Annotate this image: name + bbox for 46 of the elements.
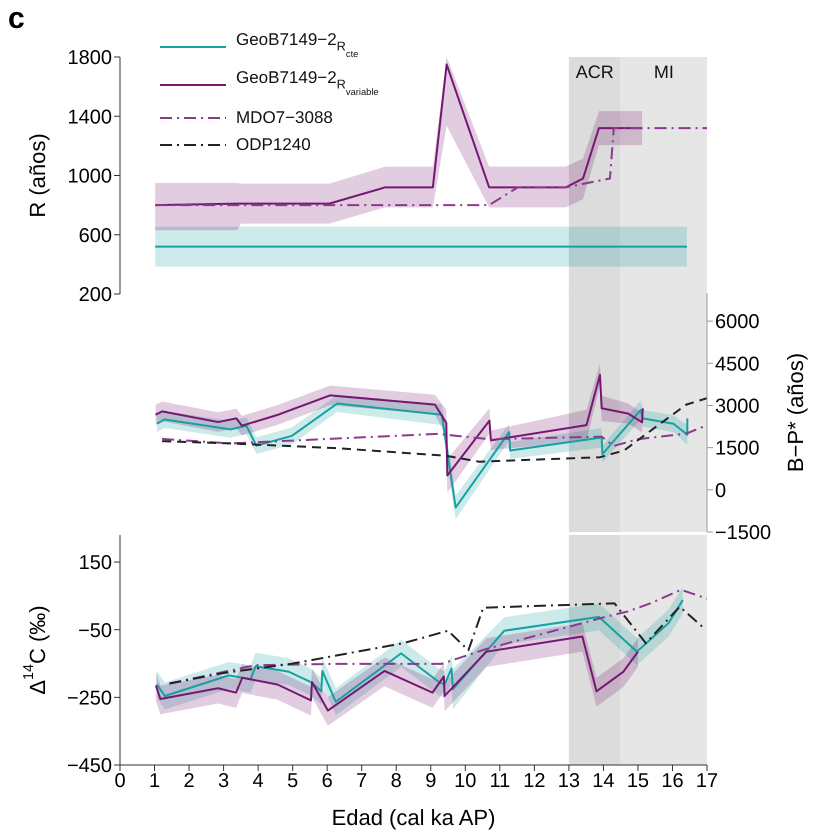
y-tick-label: −50 bbox=[78, 620, 112, 642]
text: c bbox=[8, 2, 25, 36]
line-series bbox=[154, 127, 707, 206]
x-tick-label: 2 bbox=[183, 770, 195, 792]
band-label: MI bbox=[654, 62, 674, 82]
x-tick-label: 10 bbox=[454, 770, 476, 792]
x-tick-label: 4 bbox=[252, 770, 264, 792]
x-tick-label: 17 bbox=[696, 770, 718, 792]
y-axis-title: R (años) bbox=[24, 133, 50, 218]
y-tick-label: 0 bbox=[715, 480, 726, 502]
y-tick-label: 150 bbox=[78, 552, 112, 574]
line-series bbox=[156, 598, 684, 703]
x-tick-label: 11 bbox=[489, 770, 510, 792]
x-tick-label: 7 bbox=[356, 770, 368, 792]
x-axis-title: Edad (cal ka AP) bbox=[332, 805, 496, 830]
x-tick-label: 12 bbox=[523, 770, 546, 792]
x-tick-label: 6 bbox=[322, 770, 333, 792]
y-tick-label: 1500 bbox=[715, 438, 760, 460]
x-tick-label: 0 bbox=[114, 770, 126, 792]
y-tick-label: 1800 bbox=[68, 47, 112, 70]
x-tick-label: 16 bbox=[661, 770, 684, 792]
y-tick-label: −1500 bbox=[715, 522, 772, 544]
band-label: ACR bbox=[576, 62, 614, 82]
x-tick-label: 1 bbox=[148, 770, 160, 792]
x-tick-label: 8 bbox=[390, 770, 402, 792]
x-tick-label: 13 bbox=[558, 770, 580, 792]
y-tick-label: 600 bbox=[78, 224, 112, 247]
y-tick-label: 1000 bbox=[68, 166, 112, 188]
y-tick-label: −250 bbox=[66, 687, 112, 710]
x-tick-label: 9 bbox=[425, 770, 436, 792]
x-tick-label: 3 bbox=[218, 770, 230, 792]
line-series bbox=[161, 397, 707, 463]
y-tick-label: 200 bbox=[78, 284, 112, 306]
y-axis-title: B−P* (años) bbox=[782, 352, 808, 472]
x-tick-label: 5 bbox=[287, 770, 298, 792]
x-tick-label: 14 bbox=[592, 770, 615, 792]
y-tick-label: 6000 bbox=[715, 311, 760, 334]
y-tick-label: 1400 bbox=[68, 106, 112, 128]
x-tick-label: 15 bbox=[626, 770, 650, 792]
line-series bbox=[154, 635, 639, 712]
y-tick-label: −450 bbox=[66, 755, 112, 778]
text: ODP1240 bbox=[236, 134, 311, 154]
line-series bbox=[154, 374, 644, 476]
legend-label: MDO7−3088 bbox=[236, 108, 333, 128]
y-tick-label: 3000 bbox=[715, 396, 760, 418]
y-tick-label: 4500 bbox=[715, 353, 760, 376]
